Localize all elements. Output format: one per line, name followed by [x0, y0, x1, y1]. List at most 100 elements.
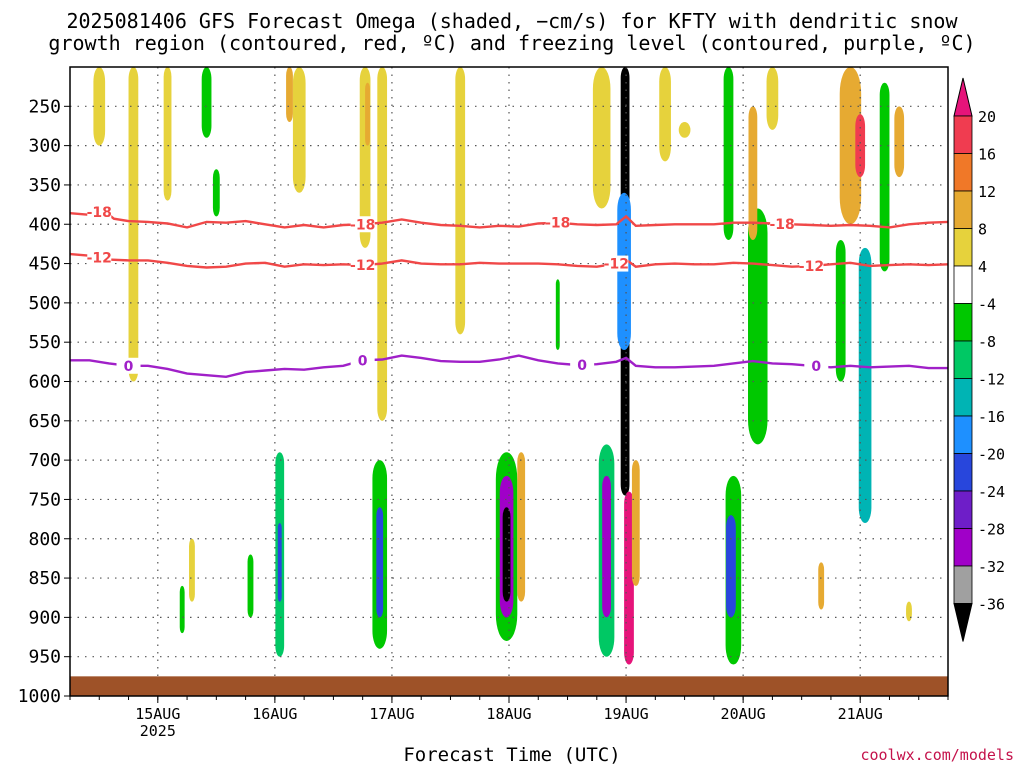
colorbar-label-8: -16 — [978, 408, 1005, 426]
contour-label--12: -12 — [799, 259, 824, 275]
omega-feature-43 — [247, 554, 254, 618]
chart-title-line-2: growth region (contoured, red, ºC) and f… — [48, 31, 976, 55]
omega-feature-27 — [93, 67, 106, 146]
omega-feature-29 — [163, 67, 172, 201]
omega-shading — [93, 67, 912, 665]
omega-feature-18 — [879, 82, 890, 272]
contour-label--12: -12 — [604, 257, 629, 273]
ground-surface — [70, 676, 948, 696]
colorbar-segment-5 — [953, 303, 973, 342]
contour-label--18: -18 — [350, 217, 375, 233]
chart-title-line-1: 2025081406 GFS Forecast Omega (shaded, −… — [66, 9, 958, 33]
temperature-contours: -18 -18 -18 -18 -12 -12 -12 -12 0 0 0 0 — [70, 204, 948, 379]
omega-feature-7 — [602, 475, 611, 618]
omega-feature-15 — [723, 67, 734, 240]
x-tick-label-17AUG: 17AUG — [369, 705, 414, 723]
contour-label-0: 0 — [811, 359, 821, 375]
contour-label-bg — [804, 358, 829, 375]
colorbar-segment-9 — [953, 453, 973, 492]
contour-label--18: -18 — [87, 205, 112, 221]
omega-feature-24 — [377, 67, 388, 421]
omega-feature-25 — [201, 67, 212, 138]
omega-feature-2 — [624, 491, 634, 665]
y-tick-label-250: 250 — [28, 96, 61, 117]
omega-feature-31 — [286, 67, 293, 123]
omega-feature-26 — [212, 169, 220, 217]
colorbar-label-7: -12 — [978, 371, 1005, 389]
contour-label-bg — [799, 257, 824, 274]
colorbar-segment-2 — [953, 190, 973, 229]
contour-label--12: -12 — [350, 258, 375, 274]
y-tick-label-600: 600 — [28, 372, 61, 393]
omega-feature-37 — [748, 106, 758, 240]
contour-label-bg — [350, 352, 375, 369]
omega-feature-38 — [517, 452, 526, 602]
x-tick-label-21AUG: 21AUG — [838, 705, 883, 723]
colorbar-segment-8 — [953, 415, 973, 454]
contour-label-bg — [545, 214, 570, 231]
omega-feature-41 — [906, 601, 912, 622]
contour-line--12 — [70, 252, 948, 269]
contour-label--12: -12 — [87, 251, 112, 267]
omega-feature-11 — [277, 523, 282, 602]
contour-label-0: 0 — [124, 359, 134, 375]
colorbar-label-13: -36 — [978, 596, 1005, 614]
omega-feature-20 — [894, 106, 905, 178]
site-credit: coolwx.com/models — [860, 746, 1014, 764]
colorbar-label-9: -20 — [978, 446, 1005, 464]
contour-label-0: 0 — [577, 358, 587, 374]
omega-feature-30 — [292, 67, 306, 193]
y-tick-label-1000: 1000 — [18, 686, 61, 707]
colorbar-segment-4 — [953, 265, 973, 304]
colorbar-label-3: 8 — [978, 221, 987, 239]
colorbar-label-2: 12 — [978, 183, 996, 201]
omega-feature-36 — [766, 67, 779, 130]
colorbar-label-12: -32 — [978, 558, 1005, 576]
omega-feature-32 — [455, 67, 466, 335]
pressure-axis: 250 300 350 400 450 500 550 600 650 700 750 800 850 9… — [18, 96, 70, 707]
omega-feature-17 — [855, 114, 866, 178]
x-tick-sublabel-15AUG: 2025 — [140, 722, 176, 740]
x-tick-label-19AUG: 19AUG — [603, 705, 648, 723]
colorbar-segment-6 — [953, 340, 973, 379]
contour-label-bg — [570, 356, 595, 373]
colorbar-segment-1 — [953, 153, 973, 192]
colorbar-segment-7 — [953, 378, 973, 417]
x-tick-label-15AUG: 15AUG — [135, 705, 180, 723]
contour-label-bg — [87, 249, 112, 266]
omega-feature-28 — [128, 67, 139, 382]
omega-feature-14 — [748, 208, 768, 445]
y-tick-label-850: 850 — [28, 568, 61, 589]
y-tick-label-950: 950 — [28, 647, 61, 668]
colorbar-segment-10 — [953, 490, 973, 529]
contour-label-bg — [350, 216, 375, 233]
omega-feature-21 — [835, 239, 846, 382]
y-tick-label-800: 800 — [28, 529, 61, 550]
contour-label-bg — [770, 215, 795, 232]
contour-label-0: 0 — [358, 353, 368, 369]
x-tick-label-20AUG: 20AUG — [721, 705, 766, 723]
y-tick-label-700: 700 — [28, 450, 61, 471]
contour-label--18: -18 — [770, 217, 795, 233]
colorbar-label-0: 20 — [978, 108, 996, 126]
colorbar-segment-12 — [953, 565, 973, 604]
omega-feature-9 — [376, 507, 384, 618]
colorbar-segment-0 — [953, 115, 973, 154]
x-axis-label: Forecast Time (UTC) — [403, 744, 621, 766]
colorbar-top-arrow — [953, 77, 973, 117]
colorbar-segment-11 — [953, 528, 973, 567]
omega-colorbar: 20 16 12 8 4 -4 -8 -12 -16 -20 -24 -28 -32 -36 — [953, 77, 1005, 642]
omega-feature-13 — [726, 515, 736, 618]
colorbar-label-4: 4 — [978, 258, 987, 276]
y-tick-label-750: 750 — [28, 489, 61, 510]
x-tick-label-18AUG: 18AUG — [486, 705, 531, 723]
colorbar-segment-3 — [953, 228, 973, 267]
omega-feature-45 — [555, 279, 560, 351]
contour-label-bg — [604, 255, 629, 272]
contour-label--18: -18 — [545, 216, 570, 232]
y-tick-label-450: 450 — [28, 254, 61, 275]
colorbar-bottom-arrow — [953, 603, 973, 642]
omega-feature-33 — [592, 67, 611, 209]
